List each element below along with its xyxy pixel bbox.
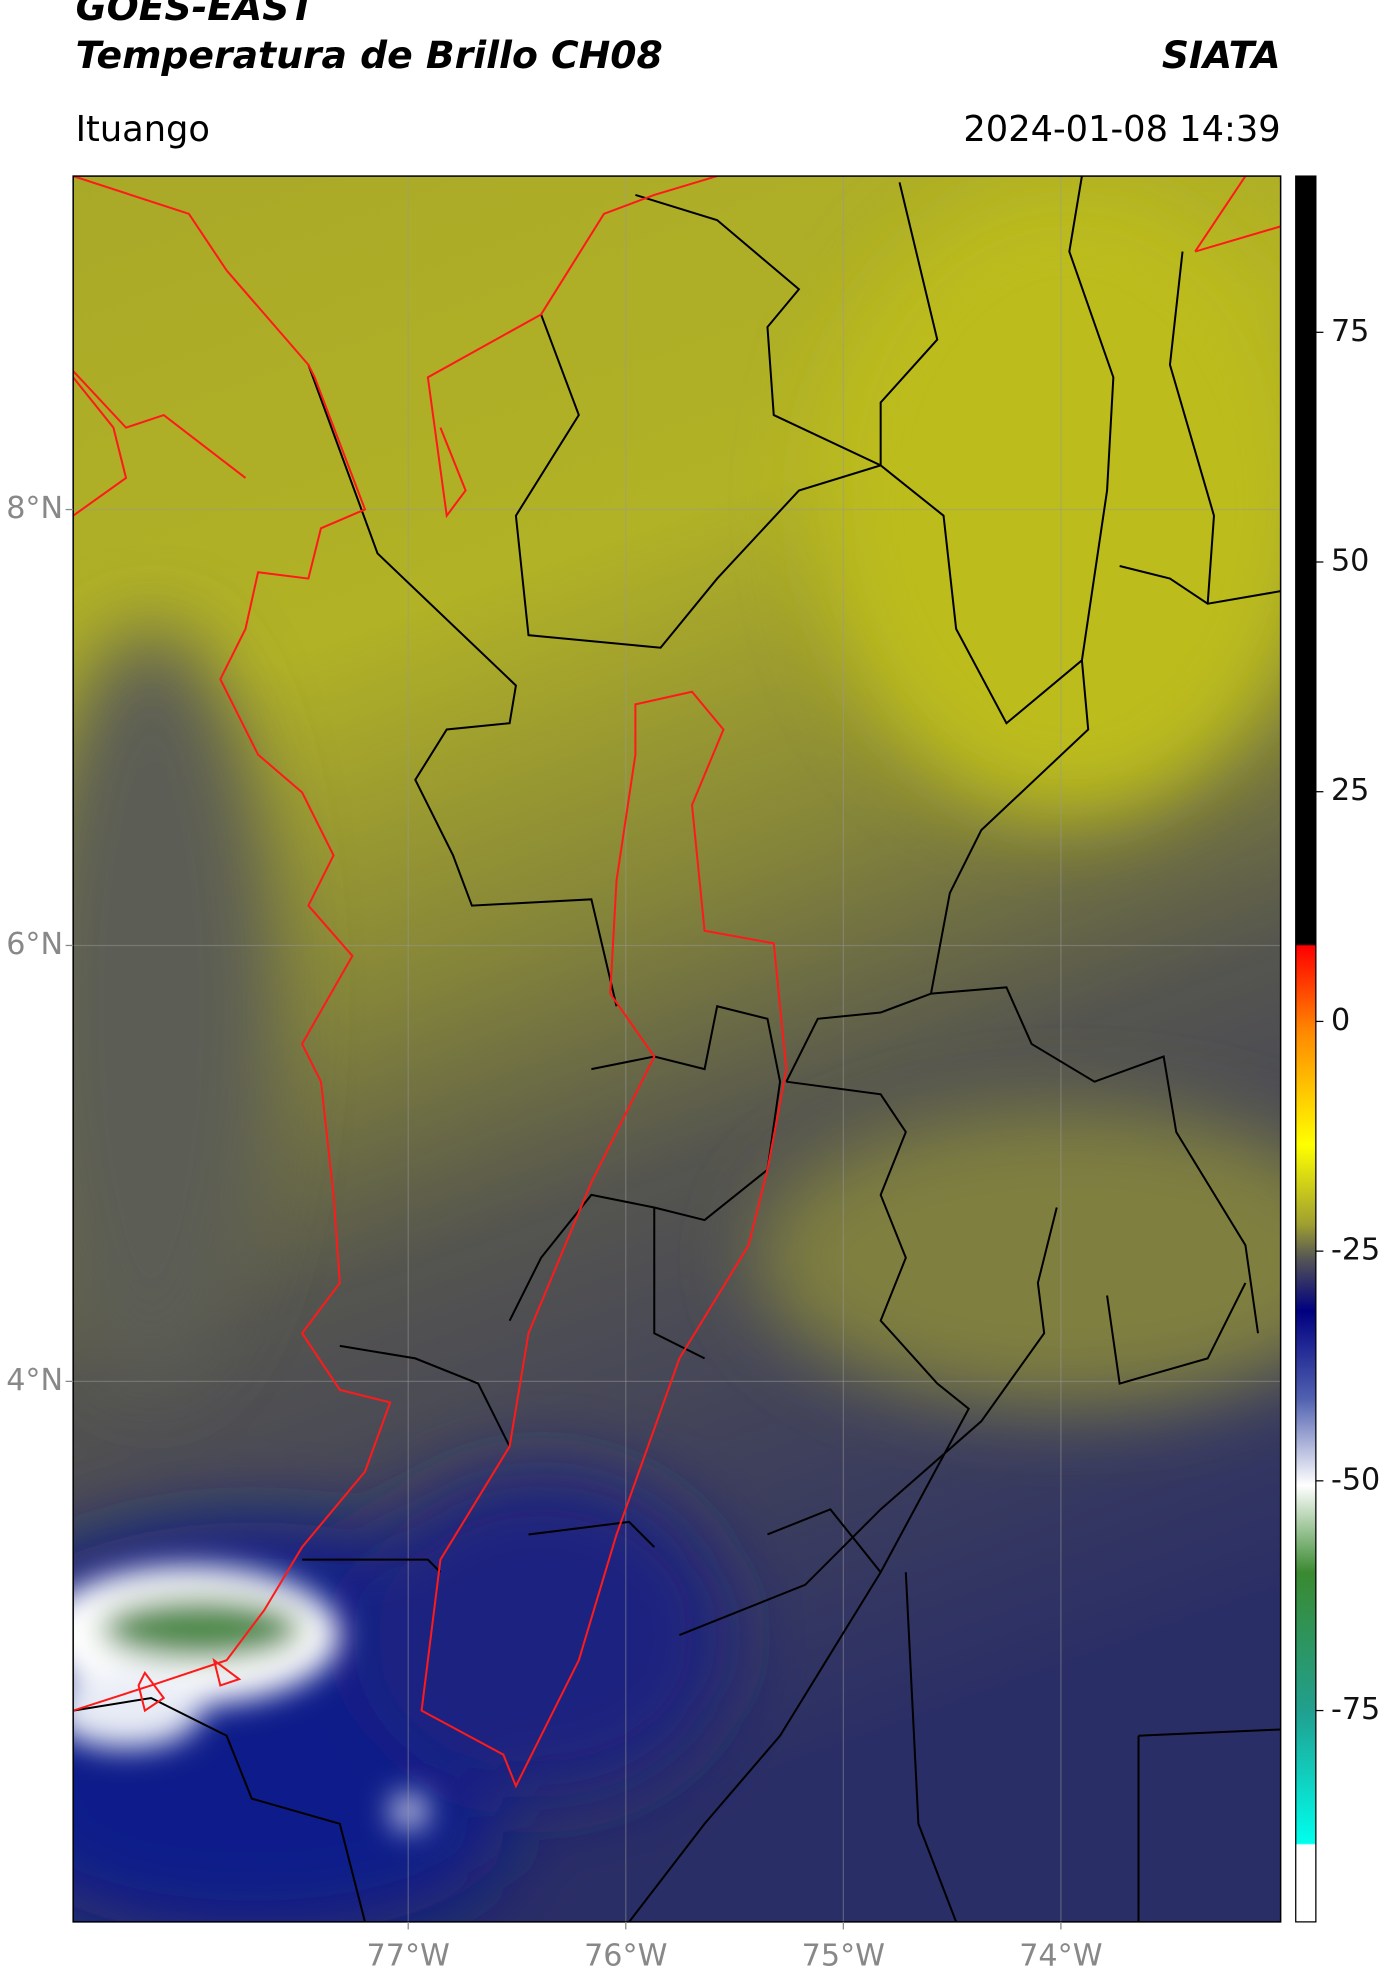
axes: 77°W 76°W 75°W 74°W 8°N 6°N 4°N 75 50 25 0 -25 -50 -7… bbox=[6, 314, 1380, 1974]
boundaries bbox=[73, 176, 1281, 1922]
colorbar-tick-label: -25 bbox=[1331, 1233, 1380, 1268]
subtitle: Temperatura de Brillo CH08 bbox=[76, 33, 663, 77]
x-tick-label: 74°W bbox=[1019, 1939, 1102, 1974]
y-tick-label: 4°N bbox=[6, 1363, 63, 1398]
colorbar-tick-label: 0 bbox=[1331, 1003, 1350, 1038]
location: Ituango bbox=[76, 109, 210, 150]
colorbar bbox=[1295, 175, 1317, 1923]
timestamp: 2024-01-08 14:39 bbox=[963, 109, 1280, 150]
colorbar-tick-label: 75 bbox=[1331, 314, 1369, 349]
colorbar-tick-label: 25 bbox=[1331, 773, 1369, 808]
map-frame bbox=[72, 175, 1282, 1923]
y-tick-label: 8°N bbox=[6, 491, 63, 526]
map-field bbox=[73, 176, 1281, 1922]
y-tick-label: 6°N bbox=[6, 927, 63, 962]
x-tick-label: 77°W bbox=[367, 1939, 450, 1974]
graticule bbox=[73, 176, 1281, 1922]
colorbar-tick-label: -75 bbox=[1331, 1692, 1380, 1727]
x-tick-label: 76°W bbox=[584, 1939, 667, 1974]
colorbar-tick-label: -50 bbox=[1331, 1462, 1380, 1497]
x-tick-label: 75°W bbox=[802, 1939, 885, 1974]
source: SIATA bbox=[1162, 33, 1281, 77]
title: GOES-EAST bbox=[76, 0, 319, 29]
colorbar-tick-label: 50 bbox=[1331, 544, 1369, 579]
